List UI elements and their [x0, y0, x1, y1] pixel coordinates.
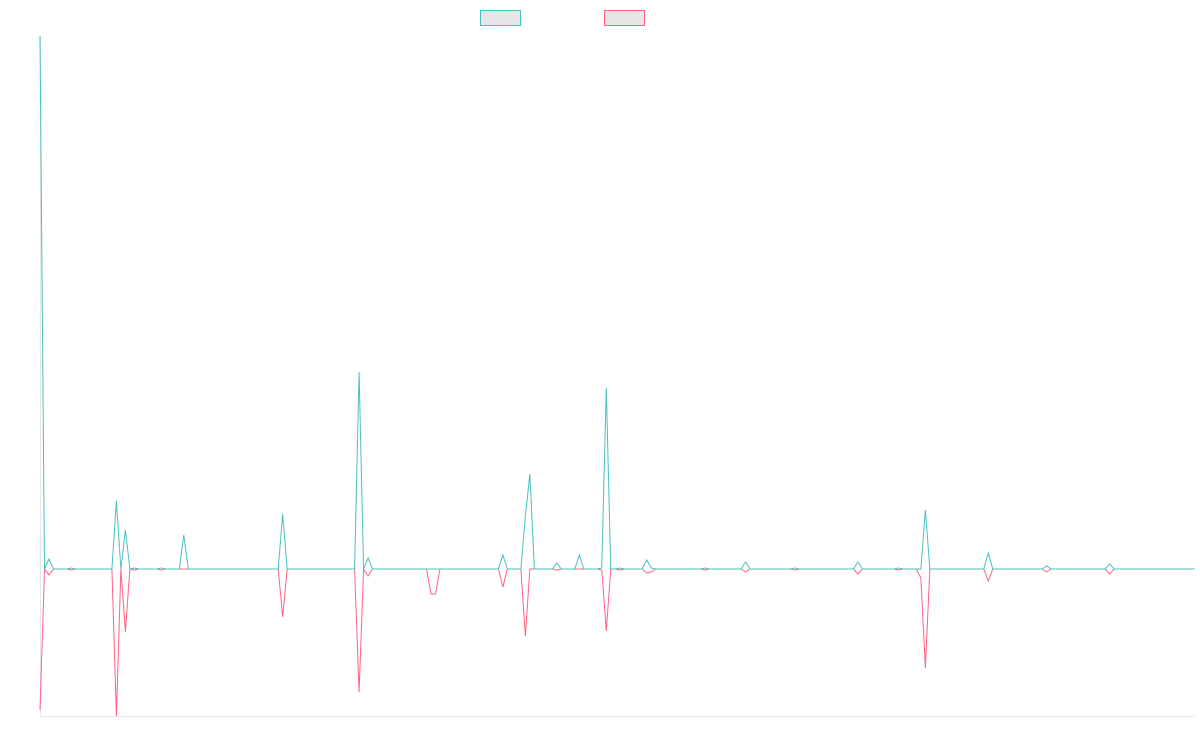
legend-swatch	[604, 10, 645, 26]
series-line	[39, 35, 1195, 570]
series-line	[39, 567, 1195, 717]
legend-swatch	[480, 10, 521, 26]
